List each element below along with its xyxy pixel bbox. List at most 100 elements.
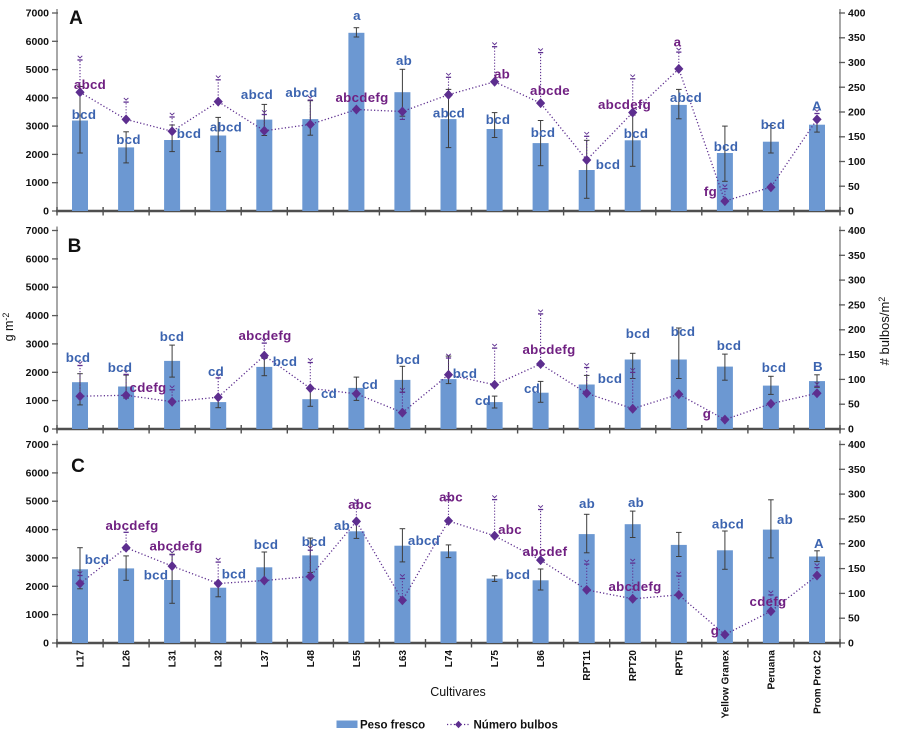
svg-text:350: 350 (848, 464, 866, 476)
svg-text:A: A (814, 536, 824, 551)
svg-text:bcd: bcd (717, 338, 742, 353)
svg-text:200: 200 (848, 107, 866, 119)
svg-text:350: 350 (848, 32, 866, 44)
svg-text:RPT11: RPT11 (582, 650, 593, 681)
svg-text:g: g (711, 623, 719, 638)
svg-text:5000: 5000 (26, 496, 50, 508)
svg-text:4000: 4000 (26, 524, 50, 536)
svg-text:Número bulbos: Número bulbos (474, 720, 558, 732)
svg-text:100: 100 (848, 374, 866, 386)
svg-text:C: C (71, 456, 85, 477)
svg-text:abcd: abcd (241, 87, 273, 102)
svg-text:200: 200 (848, 324, 866, 336)
svg-text:3000: 3000 (26, 552, 50, 564)
svg-text:bcd: bcd (108, 360, 133, 375)
svg-text:250: 250 (848, 513, 866, 525)
svg-text:150: 150 (848, 131, 866, 143)
svg-text:# bulbos/m2: # bulbos/m2 (877, 297, 892, 366)
svg-text:L48: L48 (306, 650, 317, 668)
svg-text:2000: 2000 (26, 367, 50, 379)
svg-text:200: 200 (848, 538, 866, 550)
svg-text:Cultivares: Cultivares (430, 685, 486, 699)
svg-text:5000: 5000 (26, 282, 50, 294)
svg-text:ab: ab (396, 53, 412, 68)
svg-text:bcd: bcd (160, 329, 185, 344)
svg-text:abcdefg: abcdefg (608, 579, 661, 594)
svg-text:L26: L26 (122, 650, 133, 668)
svg-text:B: B (68, 236, 82, 257)
svg-text:ab: ab (777, 512, 793, 527)
svg-text:0: 0 (848, 206, 854, 218)
svg-text:3000: 3000 (26, 338, 50, 350)
svg-text:abcdefg: abcdefg (598, 97, 651, 112)
svg-text:bcd: bcd (72, 107, 97, 122)
svg-text:bcd: bcd (626, 326, 651, 341)
svg-text:4000: 4000 (26, 92, 50, 104)
svg-text:50: 50 (848, 399, 860, 411)
svg-text:bcd: bcd (66, 350, 91, 365)
svg-text:2000: 2000 (26, 149, 50, 161)
svg-text:a: a (353, 8, 361, 23)
svg-text:bcd: bcd (302, 534, 327, 549)
svg-text:bcd: bcd (598, 371, 623, 386)
svg-text:cdefg: cdefg (750, 594, 787, 609)
svg-text:abcdefg: abcdefg (149, 538, 202, 553)
svg-text:L74: L74 (444, 650, 455, 668)
svg-text:0: 0 (43, 424, 49, 436)
svg-text:abcde: abcde (530, 83, 570, 98)
svg-text:cd: cd (208, 364, 224, 379)
svg-text:abcd: abcd (210, 119, 242, 134)
svg-text:Prom Prot C2: Prom Prot C2 (813, 650, 824, 714)
svg-text:g: g (703, 406, 711, 421)
svg-text:abcd: abcd (285, 85, 317, 100)
svg-text:400: 400 (848, 439, 866, 451)
svg-text:250: 250 (848, 299, 866, 311)
svg-text:abcdefg: abcdefg (238, 328, 291, 343)
svg-text:Peruana: Peruana (766, 650, 777, 690)
svg-text:50: 50 (848, 613, 860, 625)
svg-text:L17: L17 (76, 650, 87, 668)
svg-text:abc: abc (348, 497, 372, 512)
svg-text:bcd: bcd (506, 567, 531, 582)
svg-text:bcd: bcd (761, 117, 786, 132)
svg-text:bcd: bcd (714, 139, 739, 154)
svg-text:bcd: bcd (762, 360, 787, 375)
svg-text:L32: L32 (214, 650, 225, 668)
svg-text:bcd: bcd (116, 132, 141, 147)
svg-text:L37: L37 (260, 650, 271, 668)
svg-text:1000: 1000 (26, 177, 50, 189)
svg-text:350: 350 (848, 250, 866, 262)
svg-text:abcd: abcd (712, 516, 744, 531)
svg-text:7000: 7000 (26, 225, 50, 237)
svg-text:7000: 7000 (26, 439, 50, 451)
svg-text:L31: L31 (168, 650, 179, 668)
svg-text:ab: ab (628, 495, 644, 510)
svg-text:250: 250 (848, 82, 866, 94)
svg-text:cd: cd (475, 393, 491, 408)
svg-text:abcdef: abcdef (523, 544, 568, 559)
svg-text:100: 100 (848, 156, 866, 168)
svg-text:ab: ab (334, 518, 350, 533)
svg-text:400: 400 (848, 225, 866, 237)
svg-text:Yellow Granex: Yellow Granex (720, 650, 731, 719)
svg-text:bcd: bcd (85, 552, 110, 567)
svg-text:6000: 6000 (26, 36, 50, 48)
svg-text:L75: L75 (490, 650, 501, 668)
svg-text:1000: 1000 (26, 609, 50, 621)
svg-text:RPT20: RPT20 (628, 650, 639, 682)
svg-text:cdefg: cdefg (130, 380, 167, 395)
svg-text:6000: 6000 (26, 253, 50, 265)
svg-text:300: 300 (848, 275, 866, 287)
svg-text:abcd: abcd (74, 77, 106, 92)
svg-text:abcdefg: abcdefg (335, 90, 388, 105)
svg-text:bcd: bcd (531, 125, 556, 140)
svg-text:0: 0 (43, 206, 49, 218)
svg-text:400: 400 (848, 8, 866, 20)
svg-text:RPT5: RPT5 (674, 650, 685, 676)
svg-text:bcd: bcd (396, 352, 421, 367)
svg-text:bcd: bcd (273, 354, 298, 369)
svg-text:50: 50 (848, 181, 860, 193)
svg-text:cd: cd (362, 377, 378, 392)
svg-text:abcdefg: abcdefg (522, 342, 575, 357)
svg-text:abcd: abcd (670, 90, 702, 105)
